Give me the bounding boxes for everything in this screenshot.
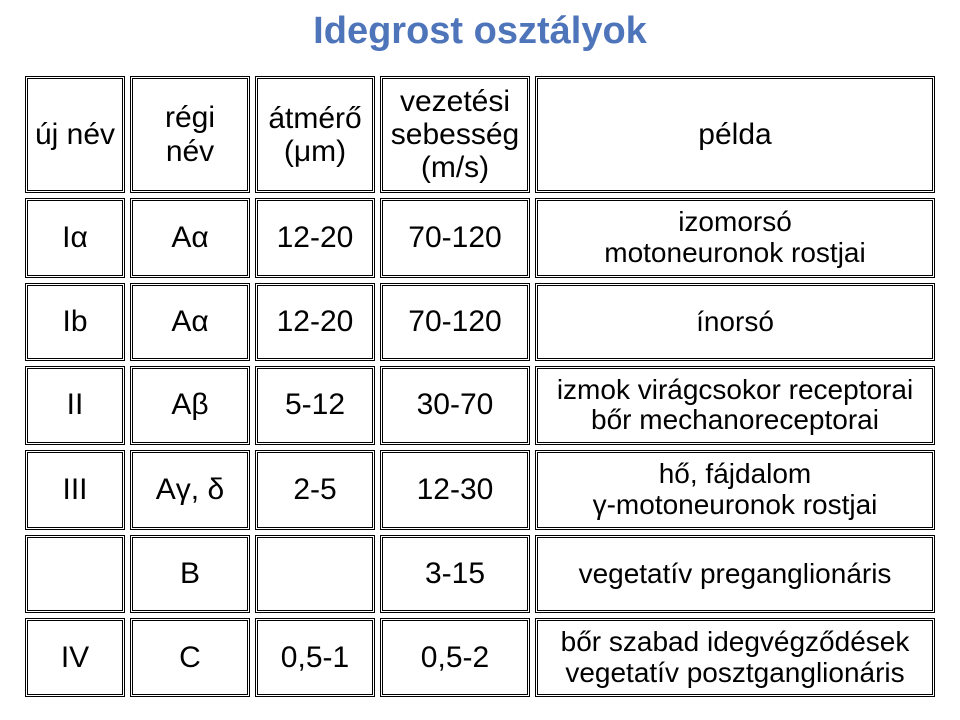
cell-new-name: IV	[25, 618, 125, 698]
cell-new-name: II	[25, 366, 125, 446]
table-header-row: új név régi név átmérő(μm) vezetésisebes…	[25, 76, 935, 193]
cell-old-name: B	[130, 535, 250, 613]
cell-diameter: 0,5-1	[255, 618, 375, 698]
cell-new-name	[25, 535, 125, 613]
col-header-speed: vezetésisebesség(m/s)	[380, 76, 530, 193]
cell-diameter: 5-12	[255, 366, 375, 446]
cell-old-name: Aα	[130, 283, 250, 361]
col-header-example: példa	[535, 76, 935, 193]
table-row: III Aγ, δ 2-5 12-30 hő, fájdalomγ-motone…	[25, 450, 935, 530]
cell-new-name: Iα	[25, 198, 125, 278]
cell-old-name: Aγ, δ	[130, 450, 250, 530]
cell-speed: 30-70	[380, 366, 530, 446]
table-row: II Aβ 5-12 30-70 izmok virágcsokor recep…	[25, 366, 935, 446]
cell-example: ínorsó	[535, 283, 935, 361]
cell-diameter: 12-20	[255, 198, 375, 278]
cell-diameter: 12-20	[255, 283, 375, 361]
cell-speed: 12-30	[380, 450, 530, 530]
cell-old-name: C	[130, 618, 250, 698]
cell-new-name: Ib	[25, 283, 125, 361]
cell-diameter	[255, 535, 375, 613]
cell-old-name: Aβ	[130, 366, 250, 446]
table-row: IV C 0,5-1 0,5-2 bőr szabad idegvégződés…	[25, 618, 935, 698]
col-header-diameter: átmérő(μm)	[255, 76, 375, 193]
cell-speed: 3-15	[380, 535, 530, 613]
cell-example: hő, fájdalomγ-motoneuronok rostjai	[535, 450, 935, 530]
cell-speed: 70-120	[380, 198, 530, 278]
page: Idegrost osztályok új név régi név átmér…	[0, 0, 960, 720]
cell-old-name: Aα	[130, 198, 250, 278]
cell-speed: 0,5-2	[380, 618, 530, 698]
cell-speed: 70-120	[380, 283, 530, 361]
cell-example: izomorsómotoneuronok rostjai	[535, 198, 935, 278]
fiber-class-table: új név régi név átmérő(μm) vezetésisebes…	[20, 71, 940, 702]
table-row: Ib Aα 12-20 70-120 ínorsó	[25, 283, 935, 361]
cell-example: vegetatív preganglionáris	[535, 535, 935, 613]
cell-diameter: 2-5	[255, 450, 375, 530]
cell-new-name: III	[25, 450, 125, 530]
col-header-new-name: új név	[25, 76, 125, 193]
cell-example: bőr szabad idegvégződésekvegetatív poszt…	[535, 618, 935, 698]
page-title: Idegrost osztályok	[20, 10, 940, 53]
table-row: B 3-15 vegetatív preganglionáris	[25, 535, 935, 613]
table-row: Iα Aα 12-20 70-120 izomorsómotoneuronok …	[25, 198, 935, 278]
col-header-old-name: régi név	[130, 76, 250, 193]
cell-example: izmok virágcsokor receptoraibőr mechanor…	[535, 366, 935, 446]
